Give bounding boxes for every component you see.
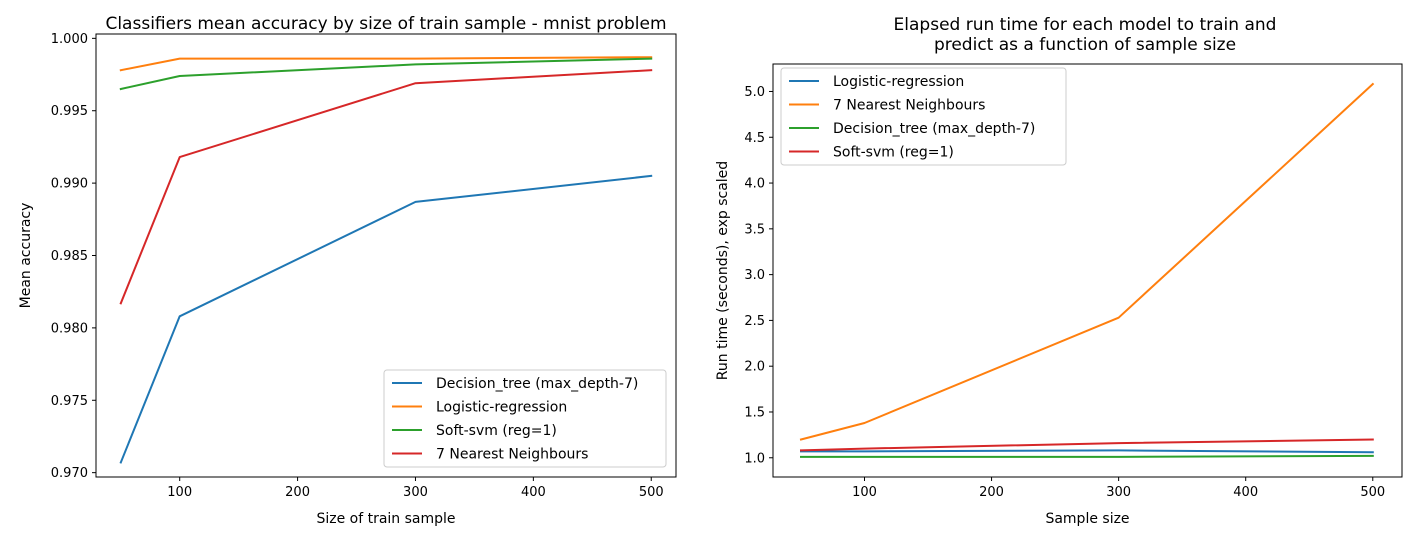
chart-title: Classifiers mean accuracy by size of tra… [105,14,666,34]
y-tick-label: 0.990 [51,177,88,192]
legend-label-7-nearest-neighbours: 7 Nearest Neighbours [436,447,588,463]
y-tick-label: 4.0 [744,177,765,192]
y-tick-label: 2.5 [744,314,765,329]
y-tick-label: 1.0 [744,451,765,466]
legend-label-soft-svm-reg-1: Soft-svm (reg=1) [833,145,954,161]
legend: Logistic-regression 7 Nearest Neighbours D… [780,67,1067,166]
series-line-7-nearest-neighbours [119,69,653,305]
x-axis-label: Size of train sample [316,511,455,527]
y-tick-label: 1.000 [51,32,88,47]
x-axis-label: Sample size [1045,511,1129,527]
legend-label-decision-tree-max-depth-7: Decision_tree (max_depth-7) [436,376,638,392]
legend-label-logistic-regression: Logistic-regression [436,400,567,416]
legend: Decision_tree (max_depth-7) Logistic-regr… [383,369,667,468]
legend-label-soft-svm-reg-1: Soft-svm (reg=1) [436,423,557,439]
accuracy-chart: Classifiers mean accuracy by size of tra… [18,14,677,527]
y-tick-label: 0.980 [51,321,88,336]
x-tick-label: 400 [1233,485,1258,500]
legend-label-7-nearest-neighbours: 7 Nearest Neighbours [833,98,985,114]
x-tick-label: 300 [1106,485,1131,500]
series-line-7-nearest-neighbours [799,82,1375,441]
series-lines [799,82,1375,458]
runtime-chart: Elapsed run time for each model to train… [715,15,1403,527]
axes-frame [772,63,1403,478]
x-tick-label: 500 [639,485,664,500]
series-lines [119,56,653,464]
x-tick-label: 100 [167,485,192,500]
legend-label-decision-tree-max-depth-7: Decision_tree (max_depth-7) [833,121,1035,137]
legend-label-logistic-regression: Logistic-regression [833,74,964,90]
series-line-soft-svm-reg-1 [799,438,1374,452]
series-line-logistic-regression [119,56,653,72]
legend-box [383,369,667,468]
y-tick-label: 2.0 [744,360,765,375]
chart-title: Elapsed run time for each model to train… [894,15,1277,55]
x-tick-label: 200 [979,485,1004,500]
x-tick-label: 100 [852,485,877,500]
x-tick-label: 500 [1360,485,1385,500]
y-tick-label: 4.5 [744,131,765,146]
y-tick-label: 0.975 [51,394,88,409]
x-tick-label: 200 [285,485,310,500]
series-line-logistic-regression [800,449,1374,454]
x-tick-label: 300 [403,485,428,500]
y-tick-label: 5.0 [744,85,765,100]
series-line-soft-svm-reg-1 [119,57,653,91]
series-line-decision-tree-max-depth-7 [119,174,653,464]
y-axis-label: Run time (seconds), exp scaled [715,161,731,380]
y-tick-label: 3.5 [744,222,765,237]
series-line-decision-tree-max-depth-7 [800,454,1374,458]
y-tick-label: 0.985 [51,249,88,264]
x-tick-label: 400 [521,485,546,500]
y-tick-label: 0.995 [51,104,88,119]
y-tick-label: 0.970 [51,466,88,481]
y-axis-label: Mean accuracy [18,203,34,309]
y-tick-label: 1.5 [744,405,765,420]
legend-box [780,67,1067,166]
y-tick-label: 3.0 [744,268,765,283]
